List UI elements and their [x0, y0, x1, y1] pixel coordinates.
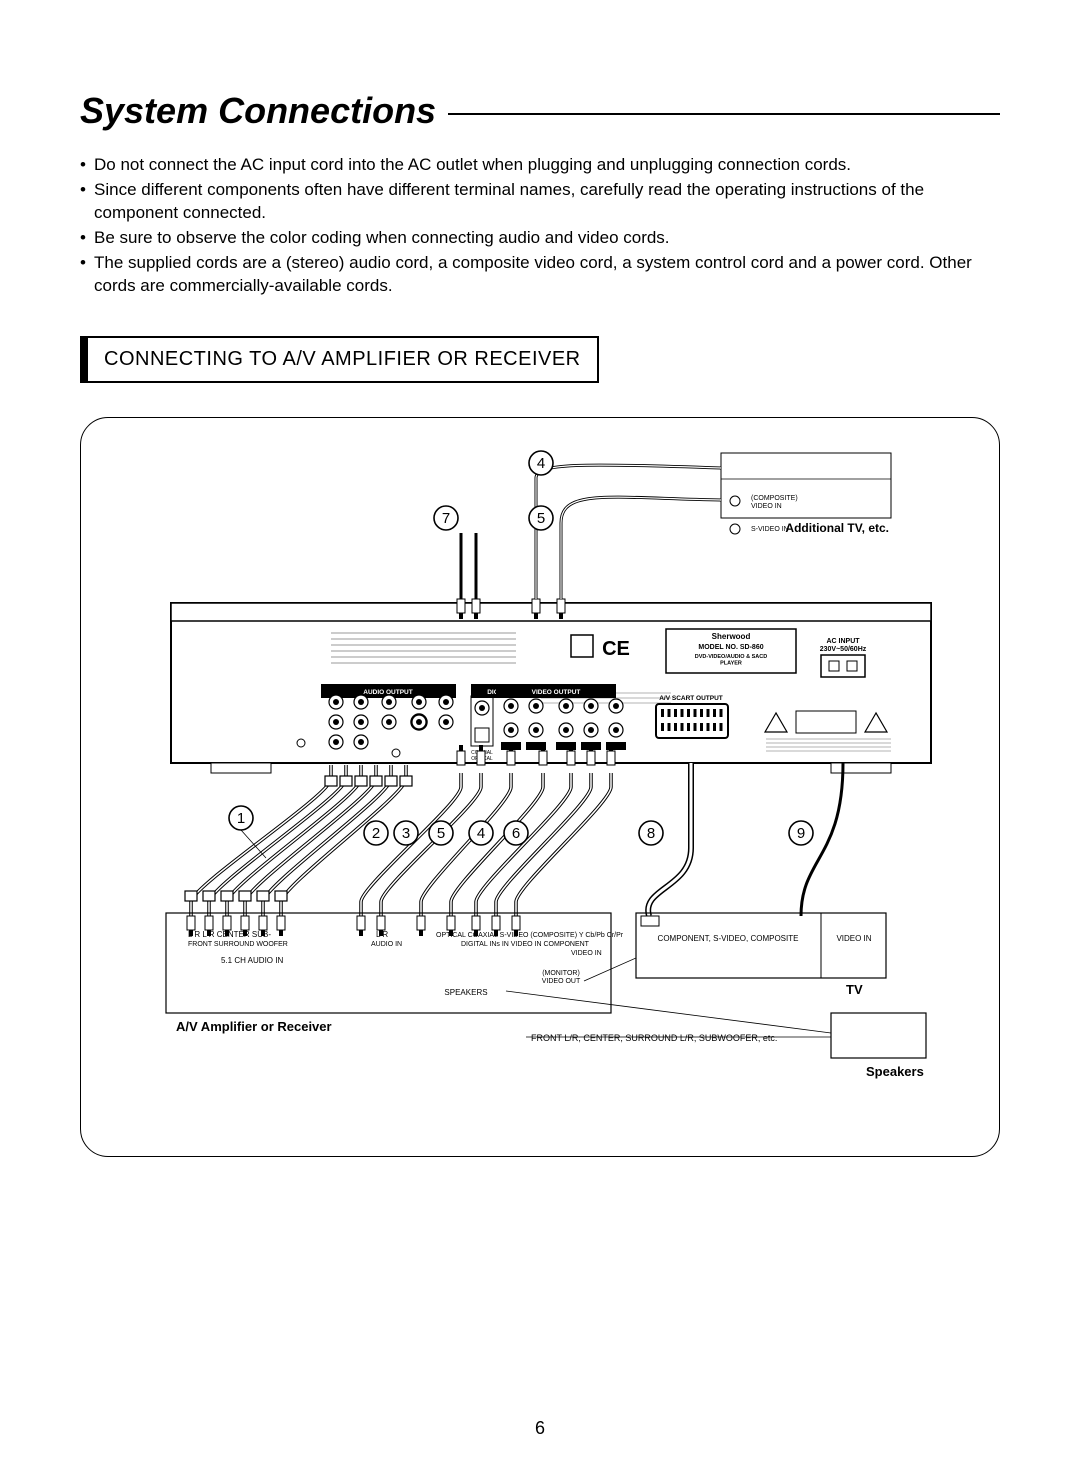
svg-text:(MONITOR): (MONITOR): [542, 970, 580, 977]
section-subheader: CONNECTING TO A/V AMPLIFIER OR RECEIVER: [80, 336, 599, 383]
svg-text:6: 6: [512, 825, 520, 842]
svg-text:DVD-VIDEO/AUDIO & SACD: DVD-VIDEO/AUDIO & SACD: [695, 654, 767, 660]
svg-text:4: 4: [477, 825, 485, 842]
title-rule: [448, 113, 1000, 115]
svg-text:FRONT SURROUND WO: FRONT SURROUND WOOFER: [188, 941, 288, 948]
svg-text:COMPONENT, S-VIDEO, COMPOSITE: COMPONENT, S-VIDEO, COMPOSITE: [658, 934, 799, 943]
svg-text:MODEL NO. SD-860: MODEL NO. SD-860: [698, 644, 763, 651]
svg-text:(COMPOSITE): (COMPOSITE): [751, 495, 798, 502]
svg-text:5: 5: [537, 510, 545, 527]
svg-text:PLAYER: PLAYER: [720, 660, 742, 666]
svg-text:4: 4: [537, 455, 545, 472]
bullet-item: •Since different components often have d…: [80, 179, 1000, 225]
page-number: 6: [0, 1418, 1080, 1439]
svg-text:FRONT L/R, CENTER, SURROUND L/: FRONT L/R, CENTER, SURROUND L/R, SUBWOOF…: [531, 1033, 777, 1043]
svg-text:2: 2: [372, 825, 380, 842]
svg-text:9: 9: [797, 825, 805, 842]
page-title: System Connections: [80, 90, 448, 132]
svg-text:A/V Amplifier or Receiver: A/V Amplifier or Receiver: [176, 1019, 332, 1034]
bullet-item: •Be sure to observe the color coding whe…: [80, 227, 1000, 250]
svg-text:5: 5: [437, 825, 445, 842]
svg-text:SPEAKERS: SPEAKERS: [444, 988, 487, 997]
svg-text:AUDIO IN: AUDIO IN: [371, 941, 402, 948]
intro-bullets: •Do not connect the AC input cord into t…: [80, 154, 1000, 298]
svg-text:DIGITAL INs IN: DIGITAL INs IN VIDEO IN COMPONENT: [461, 941, 590, 948]
svg-text:VIDEO OUT: VIDEO OUT: [542, 978, 581, 985]
svg-text:VIDEO IN: VIDEO IN: [836, 934, 871, 943]
svg-text:5.1 CH AUDIO IN: 5.1 CH AUDIO IN: [221, 956, 283, 965]
svg-text:VIDEO OUTPUT: VIDEO OUTPUT: [532, 689, 581, 696]
svg-text:L R L R CENTER SUB: L R L R CENTER SUB-: [188, 930, 271, 939]
svg-text:8: 8: [647, 825, 655, 842]
svg-text:230V~50/60Hz: 230V~50/60Hz: [820, 646, 867, 653]
svg-text:AC INPUT: AC INPUT: [826, 638, 860, 645]
svg-text:Sherwood: Sherwood: [712, 632, 751, 641]
svg-text:L R: L R: [376, 930, 388, 939]
svg-text:Speakers: Speakers: [866, 1064, 924, 1079]
svg-text:TV: TV: [846, 982, 863, 997]
svg-text:CE: CE: [602, 638, 630, 660]
svg-text:VIDEO IN: VIDEO IN: [751, 503, 782, 510]
bullet-item: •The supplied cords are a (stereo) audio…: [80, 252, 1000, 298]
subheader-text: CONNECTING TO A/V AMPLIFIER OR RECEIVER: [98, 348, 581, 370]
svg-text:VIDEO IN: VIDEO IN: [571, 950, 602, 957]
svg-text:S-VIDEO IN: S-VIDEO IN: [751, 526, 789, 533]
svg-text:3: 3: [402, 825, 410, 842]
svg-text:1: 1: [237, 810, 245, 827]
svg-text:A/V SCART OUTPUT: A/V SCART OUTPUT: [659, 695, 723, 702]
svg-text:7: 7: [442, 510, 450, 527]
svg-text:OPTICAL COAXIAL S-VIDEO (COMP: OPTICAL COAXIAL S-VIDEO (COMPOSITE) Y Cb…: [436, 932, 624, 939]
bullet-item: •Do not connect the AC input cord into t…: [80, 154, 1000, 177]
connection-diagram: (COMPOSITE)VIDEO INS-VIDEO INAdditional …: [80, 417, 1000, 1157]
svg-text:Additional TV, etc.: Additional TV, etc.: [785, 521, 889, 535]
